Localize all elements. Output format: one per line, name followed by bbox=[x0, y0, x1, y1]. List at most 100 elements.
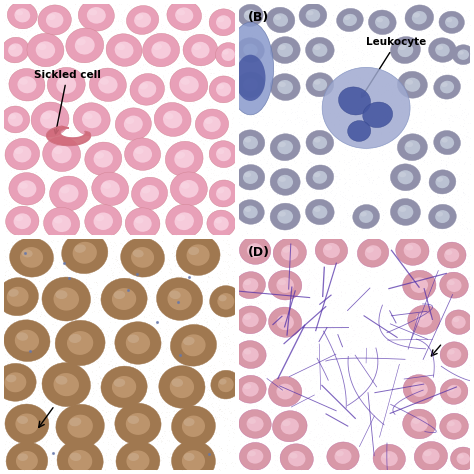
Point bbox=[338, 48, 346, 55]
Point bbox=[25, 281, 33, 288]
Point bbox=[50, 365, 58, 373]
Point bbox=[134, 97, 141, 105]
Point bbox=[117, 94, 125, 101]
Point bbox=[75, 54, 83, 61]
Point bbox=[65, 403, 73, 410]
Point bbox=[98, 243, 105, 251]
Point bbox=[8, 151, 15, 159]
Point bbox=[393, 289, 401, 296]
Point bbox=[1, 445, 9, 453]
Point bbox=[263, 159, 271, 167]
Point bbox=[27, 340, 35, 348]
Point bbox=[24, 152, 31, 160]
Point bbox=[286, 437, 294, 445]
Point bbox=[125, 122, 133, 129]
Point bbox=[153, 68, 161, 76]
Point bbox=[66, 128, 73, 135]
Point bbox=[351, 387, 358, 395]
Point bbox=[355, 105, 362, 113]
Point bbox=[2, 430, 9, 438]
Point bbox=[240, 140, 248, 147]
Point bbox=[407, 86, 414, 94]
Point bbox=[326, 109, 334, 117]
Point bbox=[388, 372, 395, 379]
Point bbox=[57, 248, 64, 255]
Point bbox=[145, 397, 153, 404]
Point bbox=[432, 92, 440, 100]
Point bbox=[250, 244, 258, 251]
Point bbox=[126, 82, 133, 90]
Point bbox=[428, 316, 436, 324]
Point bbox=[251, 106, 259, 113]
Point bbox=[298, 122, 306, 130]
Point bbox=[275, 70, 283, 78]
Point bbox=[138, 169, 146, 176]
Ellipse shape bbox=[50, 176, 88, 211]
Point bbox=[271, 395, 279, 403]
Point bbox=[340, 446, 348, 454]
Point bbox=[442, 104, 449, 111]
Point bbox=[315, 98, 322, 106]
Point bbox=[261, 36, 269, 43]
Point bbox=[60, 248, 67, 256]
Point bbox=[442, 348, 449, 356]
Point bbox=[254, 198, 261, 205]
Point bbox=[118, 55, 126, 63]
Point bbox=[213, 413, 220, 421]
Point bbox=[138, 66, 146, 73]
Point bbox=[43, 226, 51, 233]
Ellipse shape bbox=[436, 45, 443, 50]
Point bbox=[313, 363, 320, 370]
Point bbox=[451, 19, 459, 27]
Point bbox=[252, 376, 260, 384]
Point bbox=[447, 51, 454, 58]
Point bbox=[405, 432, 413, 440]
Point bbox=[331, 43, 338, 51]
Point bbox=[77, 220, 84, 228]
Point bbox=[241, 431, 249, 438]
Point bbox=[366, 28, 374, 36]
Point bbox=[200, 355, 208, 363]
Point bbox=[159, 306, 166, 314]
Point bbox=[302, 418, 310, 426]
Point bbox=[40, 227, 48, 234]
Point bbox=[154, 286, 161, 293]
Point bbox=[448, 193, 456, 201]
Point bbox=[145, 459, 152, 466]
Point bbox=[302, 374, 310, 381]
Point bbox=[189, 76, 197, 83]
Point bbox=[318, 432, 326, 439]
Point bbox=[53, 73, 60, 80]
Point bbox=[6, 198, 13, 206]
Point bbox=[200, 139, 207, 147]
Point bbox=[317, 379, 324, 387]
Point bbox=[138, 460, 146, 468]
Point bbox=[164, 128, 171, 135]
Point bbox=[181, 71, 188, 79]
Point bbox=[229, 338, 237, 346]
Point bbox=[227, 252, 234, 259]
Point bbox=[129, 75, 137, 83]
Point bbox=[390, 306, 398, 313]
Point bbox=[438, 80, 446, 87]
Point bbox=[251, 267, 258, 275]
Point bbox=[333, 88, 341, 96]
Point bbox=[366, 44, 374, 52]
Point bbox=[61, 22, 68, 30]
Point bbox=[264, 72, 272, 80]
Point bbox=[292, 307, 300, 314]
Point bbox=[267, 283, 274, 291]
Point bbox=[181, 107, 189, 114]
Point bbox=[334, 99, 341, 106]
Point bbox=[78, 429, 85, 437]
Point bbox=[155, 119, 163, 127]
Point bbox=[226, 397, 234, 404]
Point bbox=[92, 454, 100, 461]
Point bbox=[282, 82, 289, 90]
Point bbox=[356, 301, 364, 309]
Point bbox=[385, 66, 393, 73]
Point bbox=[25, 111, 32, 119]
Point bbox=[323, 461, 331, 468]
Point bbox=[117, 93, 125, 101]
Point bbox=[49, 462, 56, 469]
